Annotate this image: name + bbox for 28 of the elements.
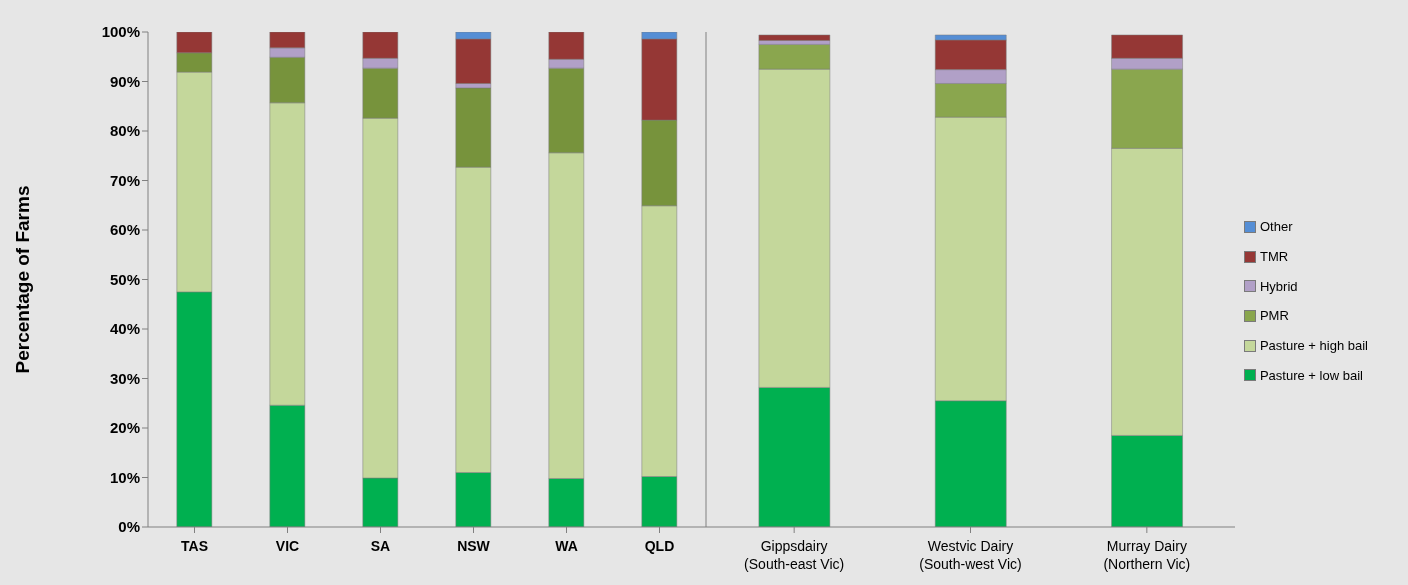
x-tick-label: TAS	[181, 538, 208, 554]
legend-label: Pasture + low bail	[1259, 367, 1363, 383]
y-tick-label: 100%	[101, 23, 140, 41]
legend-label: PMR	[1259, 308, 1289, 324]
y-tick-label: 10%	[109, 468, 140, 486]
y-tick-label: 0%	[118, 518, 140, 536]
legend-label: Hybrid	[1259, 278, 1298, 294]
y-tick-label: 40%	[109, 320, 140, 338]
x-tick-label: QLD	[644, 538, 675, 554]
y-tick-label: 70%	[109, 171, 140, 189]
x-tick-label: SA	[370, 538, 391, 554]
legend-label: Other	[1259, 219, 1293, 235]
x-tick-label: Gippsdairy (South-east Vic)	[744, 538, 845, 572]
x-tick-label: VIC	[275, 538, 300, 554]
y-tick-label: 60%	[109, 221, 140, 239]
x-tick-label: WA	[555, 538, 578, 554]
x-tick-label: NSW	[457, 538, 491, 554]
y-tick-label: 80%	[109, 122, 140, 140]
y-tick-label: 20%	[109, 419, 140, 437]
y-tick-label: 30%	[109, 369, 140, 387]
x-tick-label: Murray Dairy (Northern Vic)	[1103, 538, 1191, 572]
legend-label: Pasture + high bail	[1259, 338, 1368, 354]
y-tick-label: 50%	[109, 270, 140, 288]
legend-label: TMR	[1259, 249, 1289, 265]
bar	[758, 34, 831, 41]
y-axis-title: Percentage of Farms	[11, 185, 33, 374]
x-tick-label: Westvic Dairy (South-west Vic)	[919, 538, 1022, 572]
y-tick-label: 90%	[109, 72, 140, 90]
